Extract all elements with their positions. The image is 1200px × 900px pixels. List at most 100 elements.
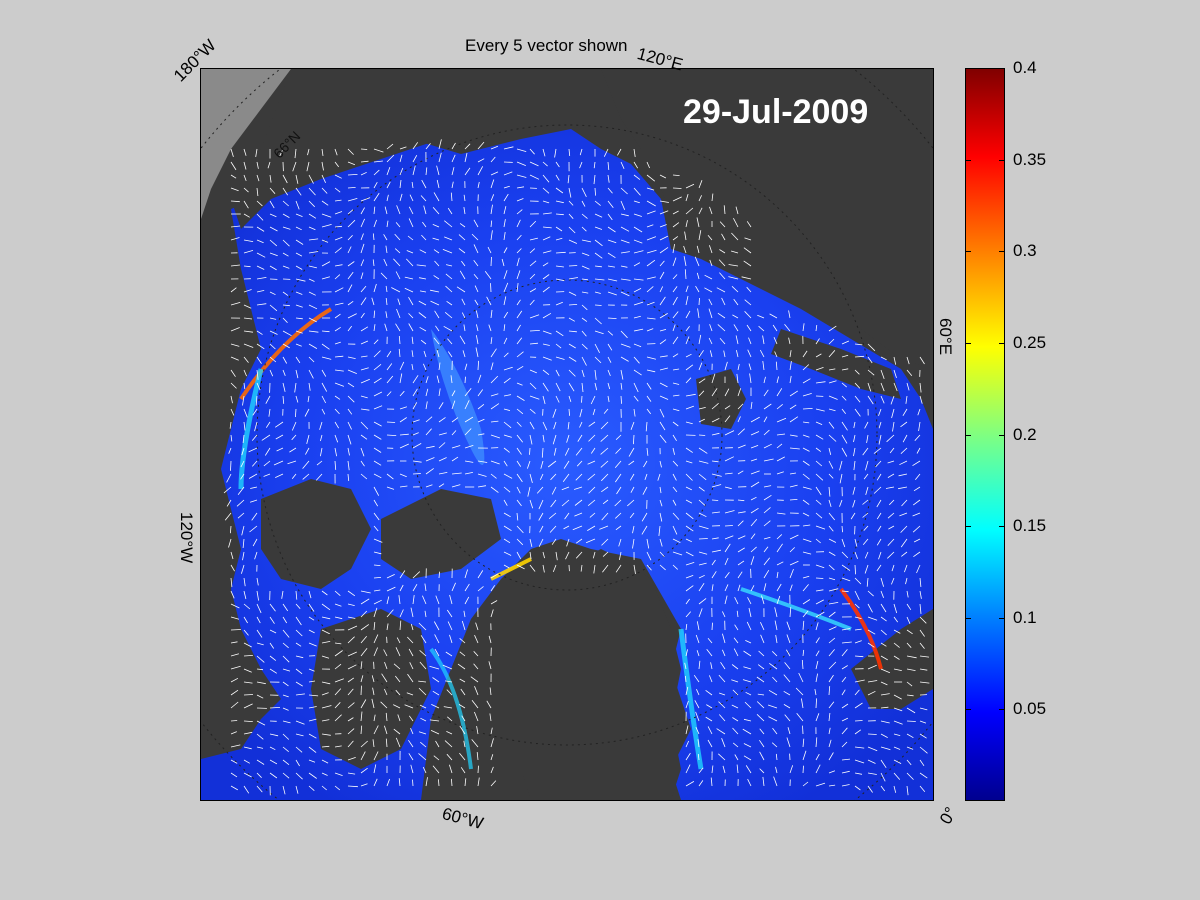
drift-vector <box>919 655 930 658</box>
drift-vector <box>733 637 739 644</box>
drift-vector <box>633 161 639 169</box>
drift-vector <box>334 302 344 306</box>
drift-vector <box>446 609 453 618</box>
drift-vector <box>672 551 683 556</box>
drift-vector <box>646 174 656 182</box>
drift-vector <box>731 232 739 241</box>
drift-vector <box>672 210 679 215</box>
drift-vector <box>607 174 610 183</box>
drift-vector <box>373 363 382 371</box>
drift-vector <box>607 382 611 390</box>
drift-vector <box>893 707 903 712</box>
drift-vector <box>867 369 875 376</box>
drift-vector <box>434 310 440 319</box>
drift-vector <box>633 200 640 204</box>
drift-vector <box>659 296 666 306</box>
drift-vector <box>685 364 694 371</box>
drift-vector <box>854 772 863 775</box>
drift-vector <box>503 538 511 544</box>
drift-vector <box>776 471 784 475</box>
drift-vector <box>516 538 524 546</box>
drift-vector <box>786 634 791 644</box>
drift-vector <box>735 206 739 215</box>
drift-vector <box>867 733 877 735</box>
drift-vector <box>672 421 679 427</box>
drift-vector <box>841 590 849 593</box>
drift-vector <box>282 174 288 184</box>
drift-vector <box>347 300 354 306</box>
drift-vector <box>633 213 642 217</box>
drift-vector <box>243 343 254 348</box>
drift-vector <box>282 785 286 795</box>
drift-vector <box>396 205 401 215</box>
drift-vector <box>906 369 913 377</box>
drift-vector <box>750 507 759 514</box>
drift-vector <box>459 270 466 280</box>
drift-vector <box>383 258 388 267</box>
drift-vector <box>724 584 729 592</box>
drift-vector <box>406 250 414 254</box>
drift-vector <box>828 674 834 683</box>
drift-vector <box>385 738 388 748</box>
drift-vector <box>620 369 624 380</box>
drift-vector <box>430 300 440 306</box>
drift-vector <box>373 169 380 176</box>
drift-vector <box>865 486 869 496</box>
drift-vector <box>786 621 791 631</box>
drift-vector <box>516 564 525 570</box>
drift-vector <box>308 616 315 621</box>
drift-vector <box>775 361 778 371</box>
drift-vector <box>393 663 401 670</box>
drift-vector <box>490 434 501 439</box>
drift-vector <box>646 161 650 169</box>
drift-vector <box>282 733 290 740</box>
drift-vector <box>749 373 752 384</box>
drift-vector <box>815 713 820 722</box>
drift-vector <box>737 416 741 423</box>
drift-vector <box>541 447 544 458</box>
drift-vector <box>516 299 521 306</box>
drift-vector <box>828 626 837 631</box>
high-drift-streak <box>839 587 883 670</box>
drift-vector <box>587 525 596 531</box>
drift-vector <box>704 287 713 293</box>
drift-vector <box>684 662 687 670</box>
drift-vector <box>459 752 466 761</box>
drift-vector <box>256 330 263 335</box>
drift-vector <box>399 179 402 189</box>
drift-vector <box>434 260 440 267</box>
drift-vector <box>564 512 570 520</box>
drift-vector <box>474 285 479 293</box>
drift-vector <box>412 779 414 787</box>
drift-vector <box>516 365 524 371</box>
drift-vector <box>659 210 669 215</box>
drift-vector <box>698 574 705 579</box>
drift-vector <box>695 634 700 644</box>
drift-vector <box>451 390 456 397</box>
drift-vector <box>360 148 368 150</box>
drift-vector <box>529 421 535 430</box>
drift-vector <box>789 568 794 579</box>
drift-vector <box>477 460 488 463</box>
drift-vector <box>709 245 713 254</box>
drift-vector <box>254 551 258 560</box>
drift-vector <box>516 209 523 215</box>
drift-vector <box>409 194 414 202</box>
drift-vector <box>906 642 912 648</box>
drift-vector <box>385 297 388 306</box>
high-drift-streak <box>238 368 264 490</box>
drift-vector <box>581 226 587 232</box>
drift-vector <box>373 512 380 521</box>
drift-vector <box>372 259 375 267</box>
drift-vector <box>919 642 925 649</box>
graticule-label-60w: 60°W <box>440 804 486 834</box>
drift-vector <box>721 738 726 748</box>
drift-vector <box>601 538 609 546</box>
drift-vector <box>490 348 497 358</box>
drift-vector <box>542 312 552 319</box>
drift-vector <box>659 382 668 388</box>
drift-vector <box>269 603 276 612</box>
drift-vector <box>694 256 700 267</box>
drift-vector <box>243 642 252 648</box>
drift-vector <box>737 560 745 566</box>
